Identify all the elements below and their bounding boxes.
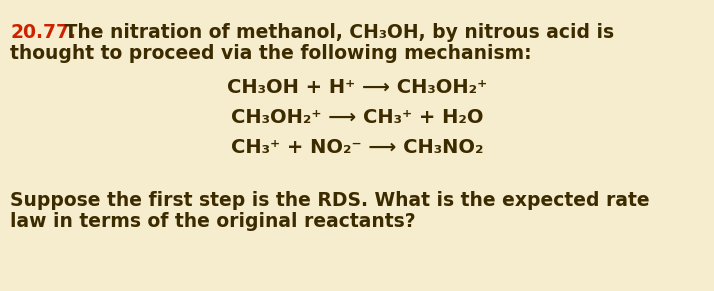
Text: 20.77.: 20.77.: [10, 23, 76, 42]
Text: CH₃OH + H⁺ ⟶ CH₃OH₂⁺: CH₃OH + H⁺ ⟶ CH₃OH₂⁺: [227, 78, 487, 97]
Text: Suppose the first step is the RDS. What is the expected rate: Suppose the first step is the RDS. What …: [10, 191, 650, 210]
Text: CH₃⁺ + NO₂⁻ ⟶ CH₃NO₂: CH₃⁺ + NO₂⁻ ⟶ CH₃NO₂: [231, 138, 483, 157]
Text: CH₃OH₂⁺ ⟶ CH₃⁺ + H₂O: CH₃OH₂⁺ ⟶ CH₃⁺ + H₂O: [231, 108, 483, 127]
Text: thought to proceed via the following mechanism:: thought to proceed via the following mec…: [10, 44, 532, 63]
Text: law in terms of the original reactants?: law in terms of the original reactants?: [10, 212, 416, 231]
Text: The nitration of methanol, CH₃OH, by nitrous acid is: The nitration of methanol, CH₃OH, by nit…: [58, 23, 614, 42]
